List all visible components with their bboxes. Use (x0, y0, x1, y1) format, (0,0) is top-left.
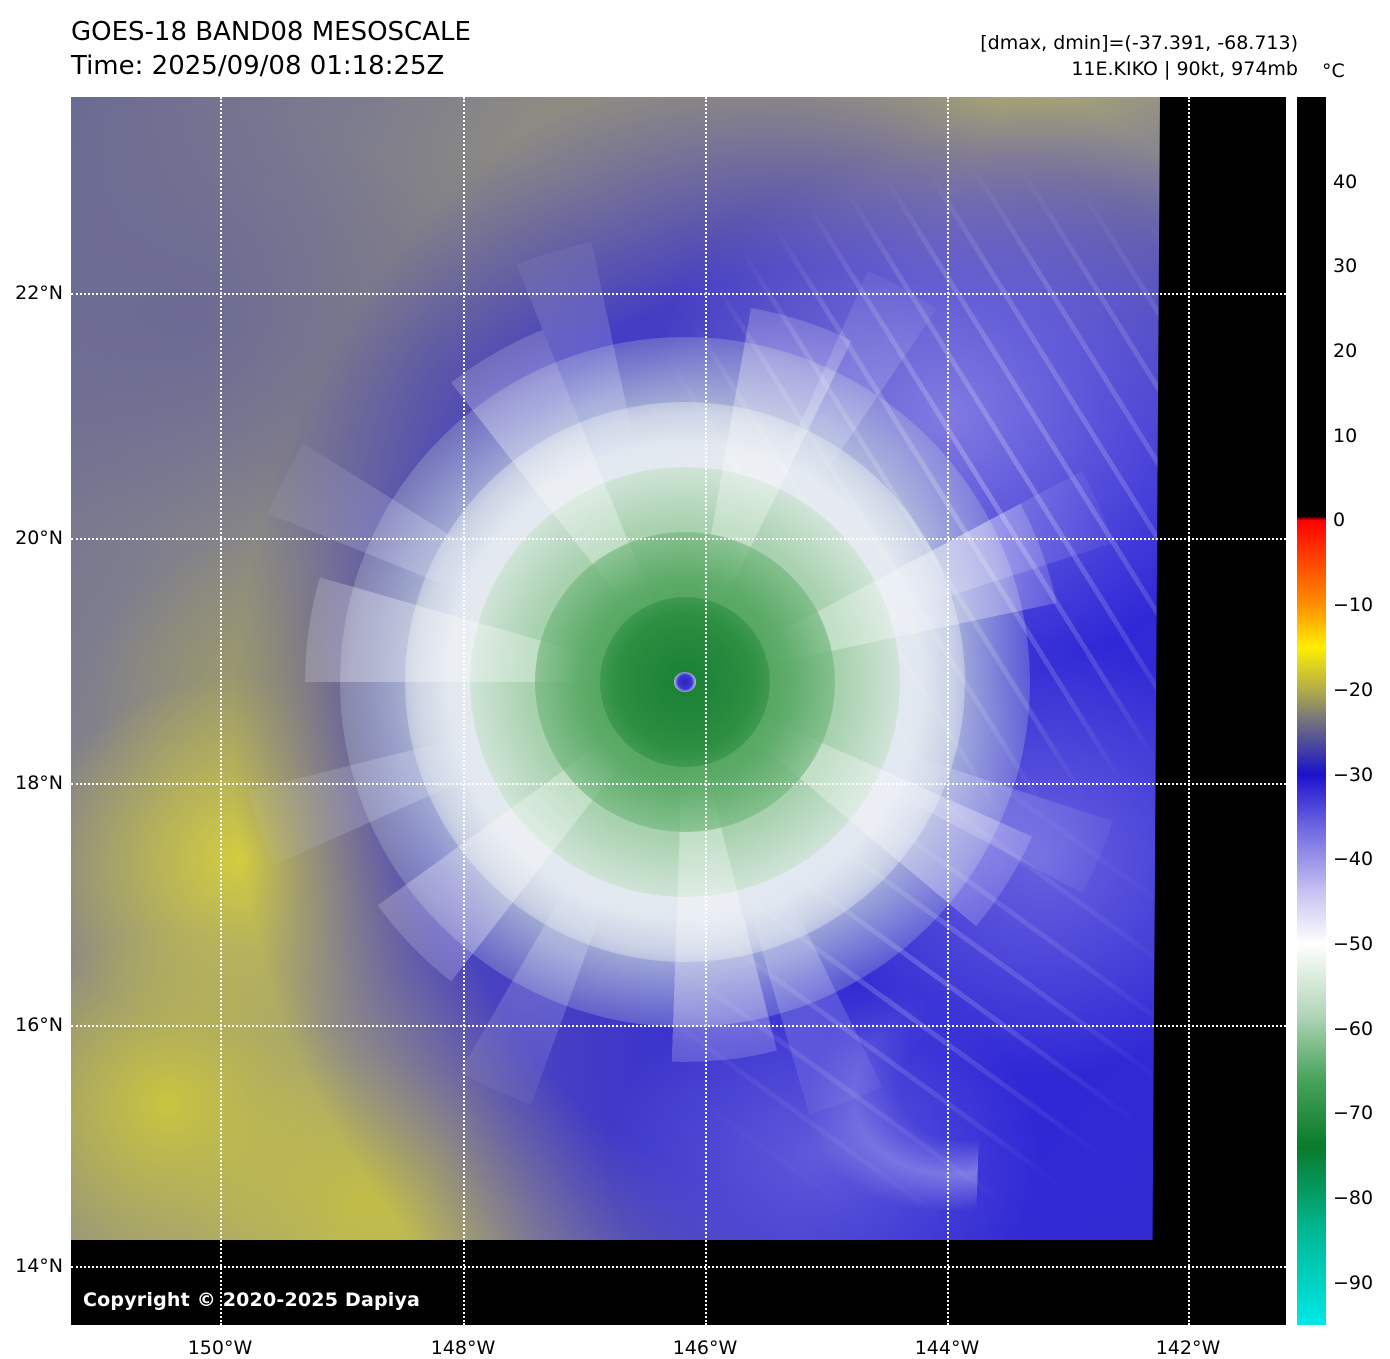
metadata-block: [dmax, dmin]=(-37.391, -68.713) 11E.KIKO… (980, 31, 1298, 82)
colorbar-tick-label: −30 (1333, 763, 1374, 786)
colorbar-tick-label: −20 (1333, 678, 1374, 701)
gridline-lat (71, 783, 1286, 785)
colorbar-tick-label: 40 (1333, 170, 1358, 193)
no-data-region-east (1152, 97, 1286, 1325)
timestamp-label: Time: 2025/09/08 01:18:25Z (71, 50, 445, 81)
lon-tick-label: 146°W (672, 1337, 738, 1359)
lat-tick-label: 20°N (15, 527, 63, 549)
lon-tick-label: 148°W (430, 1337, 496, 1359)
page-title: GOES-18 BAND08 MESOSCALE (71, 17, 471, 47)
colorbar-tick-label: −90 (1333, 1271, 1374, 1294)
lat-tick-label: 16°N (15, 1014, 63, 1036)
gridline-lat (71, 293, 1286, 295)
colorbar-tick-label: −60 (1333, 1017, 1374, 1040)
lat-tick-label: 22°N (15, 282, 63, 304)
lon-tick-label: 144°W (914, 1337, 980, 1359)
colorbar-tick-label: 20 (1333, 340, 1358, 363)
title-block: GOES-18 BAND08 MESOSCALE Time: 2025/09/0… (71, 16, 471, 84)
satellite-image-plot: Copyright © 2020-2025 Dapiya (71, 97, 1286, 1325)
colorbar-tick-label: −70 (1333, 1102, 1374, 1125)
gridline-lat (71, 1266, 1286, 1268)
gridline-lon (463, 97, 465, 1325)
gridline-lon (705, 97, 707, 1325)
colorbar-unit-label: °C (1322, 60, 1345, 82)
gridline-lon (947, 97, 949, 1325)
colorbar-tick-label: 10 (1333, 424, 1358, 447)
lat-tick-label: 14°N (15, 1255, 63, 1277)
storm-info-label: 11E.KIKO | 90kt, 974mb (1071, 57, 1298, 80)
storm-eye (674, 672, 696, 692)
colorbar-gradient (1297, 97, 1326, 1325)
lon-tick-label: 150°W (187, 1337, 253, 1359)
lon-tick-label: 142°W (1155, 1337, 1221, 1359)
colorbar-tick-label: −80 (1333, 1186, 1374, 1209)
gridline-lat (71, 538, 1286, 540)
gridline-lon (220, 97, 222, 1325)
lat-tick-label: 18°N (15, 772, 63, 794)
colorbar-tick-label: −40 (1333, 848, 1374, 871)
no-data-region-south (71, 1240, 1286, 1325)
gridline-lat (71, 1025, 1286, 1027)
colorbar-tick-label: −10 (1333, 594, 1374, 617)
colorbar (1297, 97, 1326, 1325)
dminmax-label: [dmax, dmin]=(-37.391, -68.713) (980, 32, 1298, 54)
colorbar-tick-label: 0 (1333, 509, 1346, 532)
colorbar-tick-label: 30 (1333, 255, 1358, 278)
gridline-lon (1188, 97, 1190, 1325)
colorbar-tick-label: −50 (1333, 932, 1374, 955)
copyright-label: Copyright © 2020-2025 Dapiya (83, 1289, 421, 1311)
